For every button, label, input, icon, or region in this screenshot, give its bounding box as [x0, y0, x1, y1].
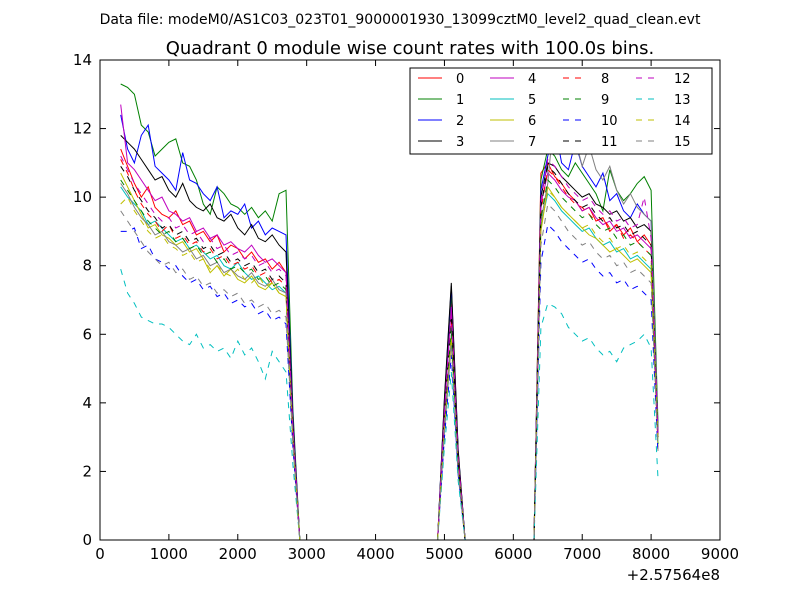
series-line-12: [120, 155, 659, 540]
y-tick-label: 0: [82, 531, 92, 549]
series-line-9: [120, 178, 659, 540]
legend-label-10: 10: [601, 114, 618, 129]
chart-title: Quadrant 0 module wise count rates with …: [166, 38, 655, 59]
legend-label-8: 8: [601, 72, 609, 87]
y-tick-label: 4: [82, 394, 92, 412]
x-tick-label: 4000: [356, 545, 394, 563]
legend-label-13: 13: [674, 93, 691, 108]
x-tick-label: 5000: [425, 545, 463, 563]
legend-label-7: 7: [528, 135, 536, 150]
legend-label-2: 2: [456, 114, 464, 129]
x-tick-label: 7000: [563, 545, 601, 563]
series-line-11: [120, 165, 659, 540]
x-axis-offset-label: +2.57564e8: [627, 566, 720, 584]
series-line-14: [120, 189, 659, 540]
legend-frame: [409, 67, 713, 155]
x-tick-label: 8000: [632, 545, 670, 563]
legend-label-15: 15: [674, 135, 691, 150]
figure-suptitle: Data file: modeM0/AS1C03_023T01_90000019…: [100, 12, 701, 28]
x-tick-label: 0: [95, 545, 105, 563]
legend-label-0: 0: [456, 72, 464, 87]
legend-label-11: 11: [601, 135, 618, 150]
legend-label-6: 6: [528, 114, 536, 129]
series-line-1: [120, 83, 659, 540]
x-tick-label: 2000: [219, 545, 257, 563]
legend-label-5: 5: [528, 93, 536, 108]
legend-label-4: 4: [528, 72, 536, 87]
legend-label-3: 3: [456, 135, 464, 150]
x-tick-label: 6000: [494, 545, 532, 563]
y-tick-label: 10: [73, 188, 92, 206]
axis-ticks: 0 1000 2000 3000 4000 5000 6000 7000 8000 9000 0 2 4…: [73, 51, 739, 563]
y-tick-label: 14: [73, 51, 92, 69]
x-tick-label: 3000: [288, 545, 326, 563]
y-tick-label: 2: [82, 462, 92, 480]
series-line-13: [120, 268, 659, 540]
series-line-3: [120, 135, 659, 540]
series-line-5: [120, 186, 659, 540]
legend-label-12: 12: [674, 72, 691, 87]
legend-label-14: 14: [674, 114, 691, 129]
plot-frame: [99, 59, 721, 541]
series-line-8: [120, 159, 659, 540]
legend-label-1: 1: [456, 93, 464, 108]
x-tick-label: 1000: [150, 545, 188, 563]
y-tick-label: 12: [73, 120, 92, 138]
series-line-2: [120, 114, 659, 540]
x-tick-label: 9000: [701, 545, 739, 563]
series-line-15: [120, 202, 659, 540]
legend-label-9: 9: [601, 93, 609, 108]
y-tick-label: 8: [82, 257, 92, 275]
y-tick-label: 6: [82, 325, 92, 343]
series-line-10: [120, 223, 659, 540]
